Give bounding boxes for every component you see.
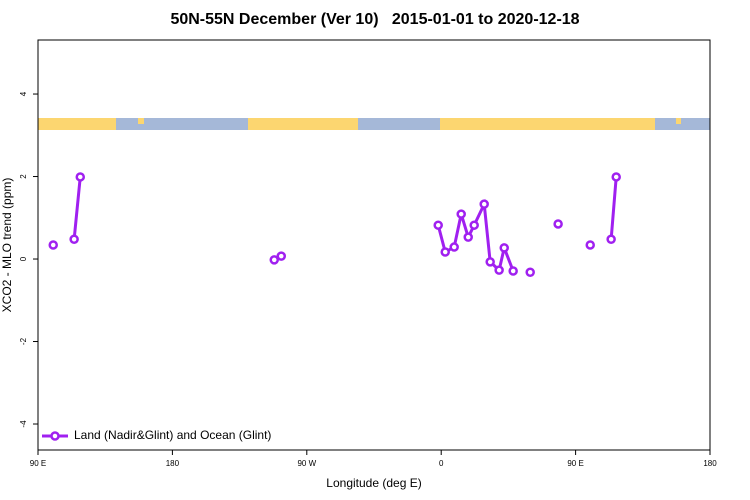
data-point — [75, 172, 86, 182]
x-tick-label: 90 E — [567, 459, 583, 468]
y-tick-label: 4 — [19, 91, 28, 96]
map-strip — [38, 118, 710, 130]
x-tick-label: 90 W — [297, 459, 316, 468]
y-tick-label: 0 — [19, 256, 28, 261]
data-point — [494, 265, 504, 275]
data-point — [463, 232, 473, 242]
data-point — [48, 240, 58, 250]
data-point — [585, 240, 595, 250]
data-point — [525, 267, 535, 277]
data-point — [553, 219, 563, 229]
data-point — [433, 220, 443, 230]
y-axis-label: XCO2 - MLO trend (ppm) — [0, 178, 14, 313]
legend-marker — [50, 431, 60, 441]
data-point — [469, 220, 479, 230]
data-point — [440, 247, 450, 257]
data-point — [269, 255, 279, 265]
data-point — [479, 199, 489, 209]
data-point — [485, 257, 495, 267]
y-tick-label: 2 — [19, 174, 28, 179]
data-point — [508, 266, 518, 276]
data-point — [611, 172, 621, 182]
series-line — [72, 176, 618, 274]
data-point — [499, 243, 509, 253]
data-point — [456, 209, 466, 219]
plot-frame — [37, 39, 711, 451]
data-point — [606, 234, 616, 244]
x-tick-label: 90 E — [30, 459, 46, 468]
x-tick-label: 180 — [703, 459, 717, 468]
chart-title: 50N-55N December (Ver 10) 2015-01-01 to … — [170, 11, 579, 28]
x-axis-label: Longitude (deg E) — [326, 476, 421, 490]
data-point — [276, 251, 287, 261]
data-point — [449, 242, 459, 252]
data-point — [69, 234, 79, 244]
y-tick-label: -2 — [19, 337, 28, 345]
y-tick-label: -4 — [19, 420, 28, 428]
x-tick-label: 180 — [166, 459, 180, 468]
x-tick-label: 0 — [439, 459, 444, 468]
legend-label: Land (Nadir&Glint) and Ocean (Glint) — [74, 428, 271, 442]
